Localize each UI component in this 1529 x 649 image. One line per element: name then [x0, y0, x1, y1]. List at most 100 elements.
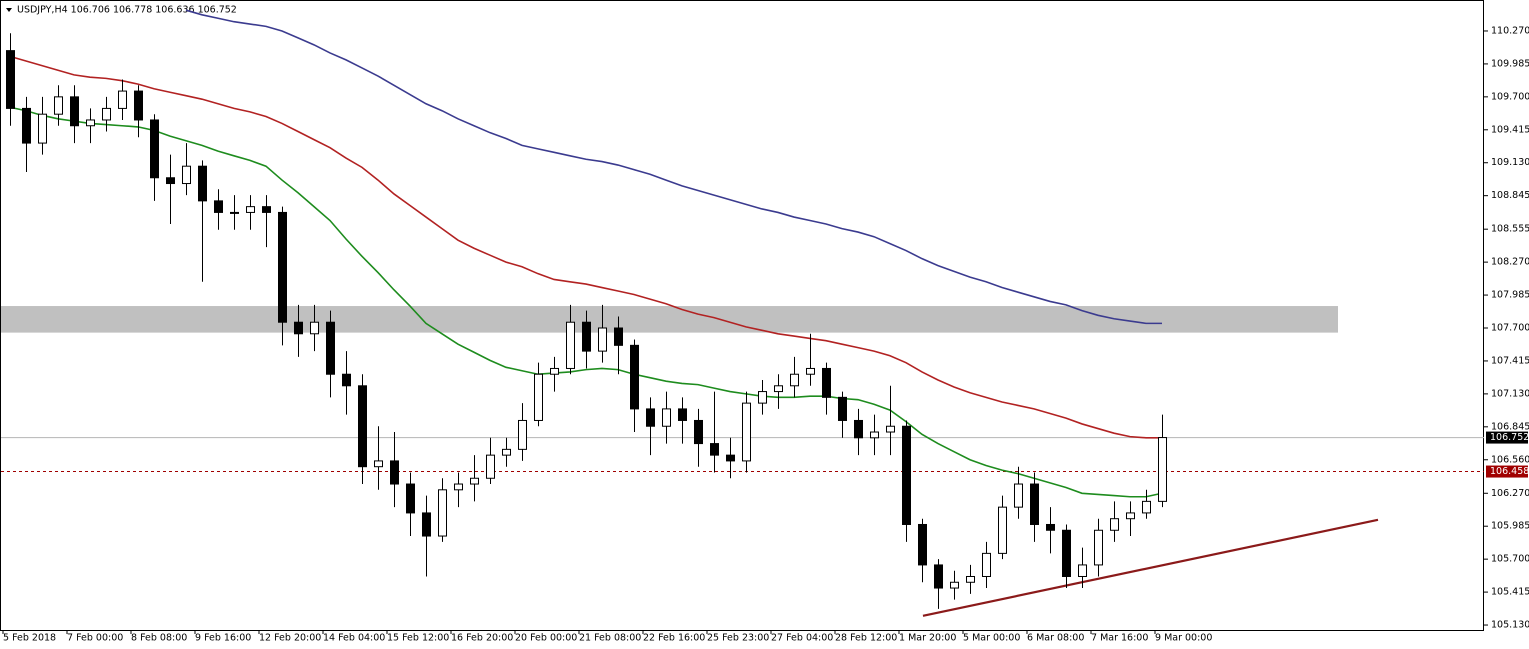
candle-body	[470, 477, 479, 485]
x-tick-label: 15 Feb 12:00	[387, 633, 449, 644]
candle-body	[950, 581, 959, 589]
candle-body	[326, 321, 335, 375]
candle-body	[342, 373, 351, 387]
x-tick-label: 6 Mar 08:00	[1027, 633, 1084, 644]
candle-body	[774, 385, 783, 393]
candle-body	[1046, 523, 1055, 531]
x-tick-label: 7 Mar 16:00	[1091, 633, 1148, 644]
candle-body	[246, 206, 255, 213]
y-tick-label: 109.700	[1491, 91, 1529, 102]
candle-body	[310, 321, 319, 335]
candle-body	[614, 327, 623, 346]
y-tick-label: 106.270	[1491, 488, 1529, 499]
candle-body	[870, 431, 879, 439]
candle-body	[134, 90, 143, 121]
y-tick-label: 107.415	[1491, 355, 1529, 366]
price-label-box	[1486, 465, 1528, 478]
y-tick-label: 105.985	[1491, 521, 1529, 532]
candle-body	[886, 425, 895, 433]
x-tick-label: 8 Feb 08:00	[131, 633, 187, 644]
y-tick-label: 105.700	[1491, 554, 1529, 565]
candle-body	[406, 483, 415, 514]
candle-body	[518, 419, 527, 450]
trendline	[922, 518, 1379, 617]
candle-body	[502, 448, 511, 456]
y-tick-label: 109.415	[1491, 124, 1529, 135]
candle-body	[822, 367, 831, 398]
x-tick-label: 9 Feb 16:00	[195, 633, 251, 644]
candle-body	[1142, 500, 1151, 514]
y-tick-label: 107.130	[1491, 388, 1529, 399]
candle-body	[150, 119, 159, 179]
candle-body	[118, 90, 127, 109]
candle-body	[86, 119, 95, 127]
candle-body	[70, 96, 79, 127]
y-tick-label: 109.130	[1491, 157, 1529, 168]
y-tick-label: 109.985	[1491, 58, 1529, 69]
x-tick-label: 9 Mar 00:00	[1155, 633, 1212, 644]
candle-body	[710, 443, 719, 456]
candle-body	[678, 408, 687, 421]
x-tick-label: 7 Feb 00:00	[67, 633, 123, 644]
candle-body	[918, 523, 927, 566]
y-tick-label: 105.130	[1491, 620, 1529, 631]
x-tick-label: 27 Feb 04:00	[771, 633, 833, 644]
x-tick-label: 5 Mar 00:00	[963, 633, 1020, 644]
x-tick-label: 25 Feb 23:00	[707, 633, 769, 644]
candle-body	[438, 489, 447, 537]
candle-body	[1030, 483, 1039, 525]
candle-body	[198, 165, 207, 202]
candle-body	[694, 419, 703, 445]
candle-body	[598, 327, 607, 352]
candle-body	[726, 454, 735, 462]
x-tick-label: 28 Feb 12:00	[835, 633, 897, 644]
candle-body	[1078, 564, 1087, 577]
candle-body	[966, 575, 975, 583]
candle-body	[566, 321, 575, 369]
x-tick-label: 12 Feb 20:00	[259, 633, 321, 644]
candle-body	[262, 206, 271, 213]
candle-body	[790, 373, 799, 387]
candle-body	[166, 177, 175, 185]
moving-average	[9, 106, 1163, 498]
candle-body	[758, 391, 767, 404]
menu-triangle	[6, 8, 12, 12]
candle-body	[374, 460, 383, 468]
candle-body	[1094, 529, 1103, 566]
moving-average	[185, 9, 1162, 325]
x-tick-label: 22 Feb 16:00	[643, 633, 705, 644]
candle-body	[390, 460, 399, 485]
candle-body	[358, 385, 367, 468]
candle-body	[534, 373, 543, 421]
candle-body	[854, 419, 863, 439]
candle-body	[838, 396, 847, 421]
candle-body	[550, 367, 559, 375]
candle-body	[902, 425, 911, 525]
price-label: 106.458	[1490, 466, 1529, 477]
candle-body	[22, 107, 31, 144]
y-tick-label: 110.270	[1491, 25, 1529, 36]
x-tick-label: 20 Feb 00:00	[515, 633, 577, 644]
candle-body	[454, 483, 463, 491]
candle-body	[294, 321, 303, 335]
candle-body	[646, 408, 655, 427]
candle-body	[54, 96, 63, 115]
y-tick-label: 106.560	[1491, 454, 1529, 465]
price-label-box	[1486, 431, 1528, 444]
moving-average	[9, 55, 1162, 439]
candle-body	[230, 211, 239, 214]
candle-body	[1062, 529, 1071, 577]
candle-body	[742, 402, 751, 462]
candle-body	[102, 107, 111, 121]
resistance-zone	[1, 306, 1338, 333]
candle-body	[486, 454, 495, 479]
candle-body	[1158, 437, 1167, 502]
x-tick-label: 21 Feb 08:00	[579, 633, 641, 644]
candle-body	[982, 552, 991, 577]
candle-body	[422, 512, 431, 537]
candle-body	[6, 50, 15, 109]
candle-body	[662, 408, 671, 427]
candle-body	[582, 321, 591, 352]
candle-body	[182, 165, 191, 185]
